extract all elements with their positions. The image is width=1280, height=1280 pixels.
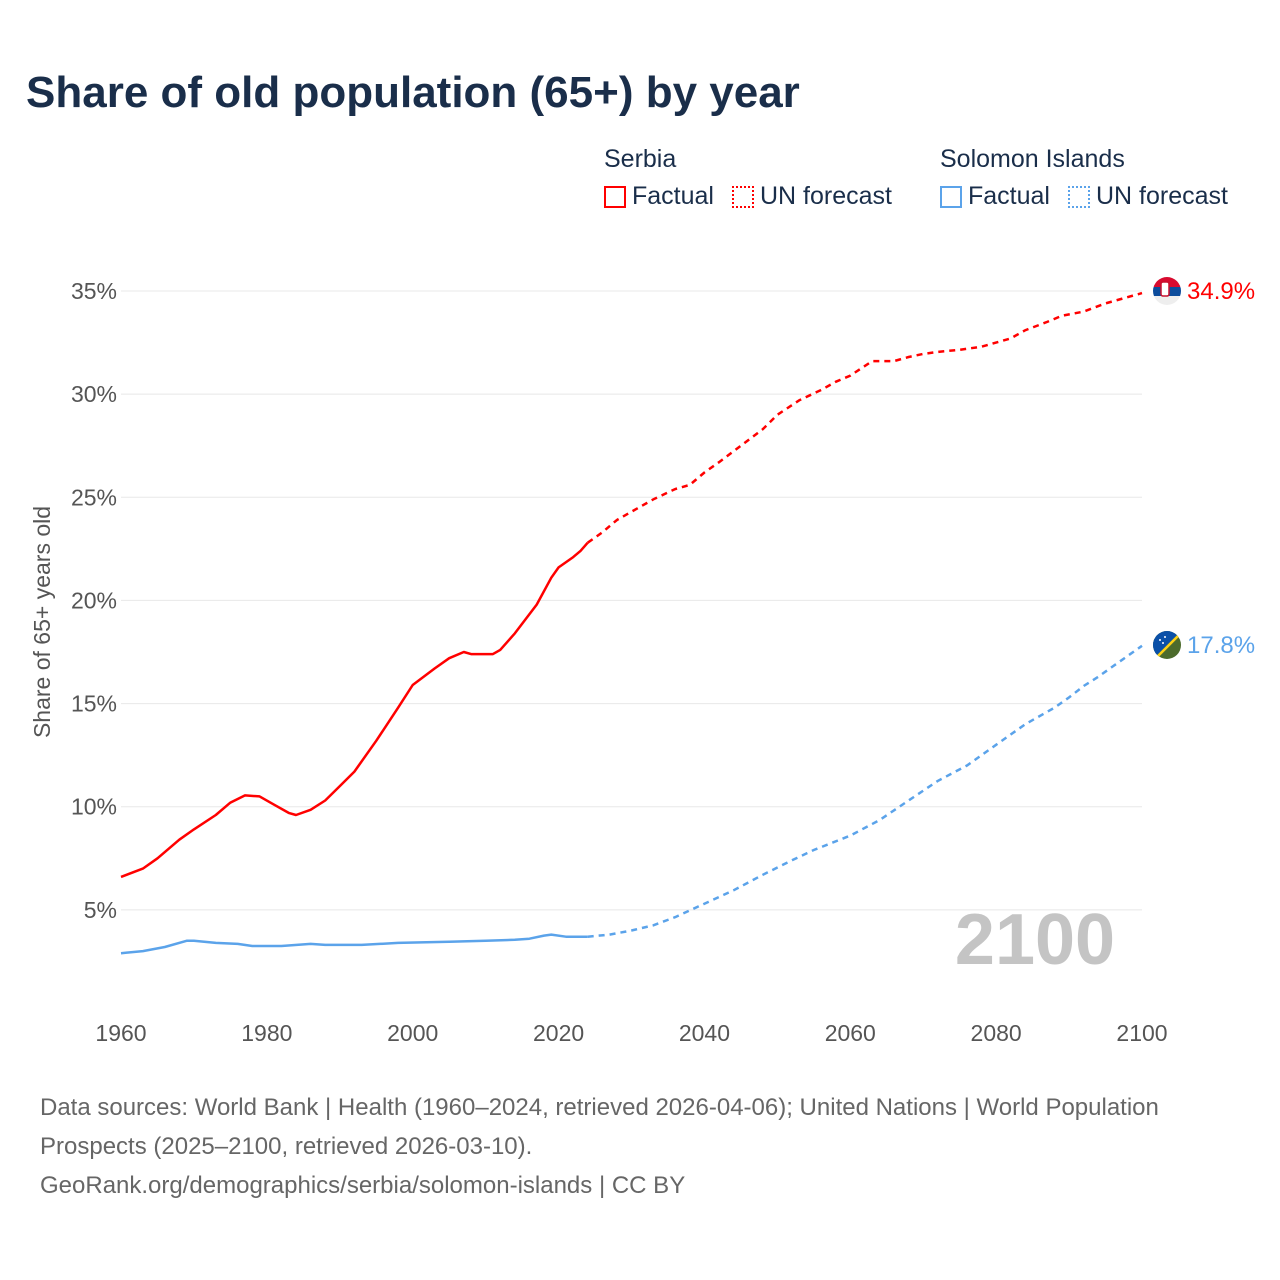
x-tick-label: 2020 bbox=[533, 1020, 584, 1046]
legend-solomon-factual[interactable]: Factual bbox=[940, 182, 1050, 211]
series-line-forecast-0 bbox=[586, 291, 1143, 544]
y-tick-label: 30% bbox=[71, 381, 117, 407]
y-tick-label: 35% bbox=[71, 278, 117, 304]
legend-label: UN forecast bbox=[1095, 182, 1228, 210]
y-tick-label: 15% bbox=[71, 691, 117, 717]
legend-label: Factual bbox=[632, 182, 714, 210]
y-tick-label: 25% bbox=[71, 484, 117, 510]
legend-swatch-dotted bbox=[731, 185, 754, 208]
solomon-islands-flag-icon bbox=[1153, 631, 1181, 659]
legend-serbia: Serbia Factual UN forecast bbox=[604, 145, 910, 211]
attribution-link[interactable]: GeoRank.org/demographics/serbia/solomon-… bbox=[40, 1172, 686, 1199]
x-tick-label: 2000 bbox=[387, 1020, 438, 1046]
legend-serbia-forecast[interactable]: UN forecast bbox=[731, 182, 892, 211]
x-tick-label: 1960 bbox=[95, 1020, 146, 1046]
series-line-factual-1 bbox=[120, 933, 588, 955]
solomon-end-label: 17.8% bbox=[1187, 632, 1255, 659]
chart-title: Share of old population (65+) by year bbox=[26, 68, 800, 117]
y-tick-label: 10% bbox=[71, 794, 117, 820]
x-tick-label: 1980 bbox=[241, 1020, 292, 1046]
series-line-factual-0 bbox=[120, 541, 589, 879]
serbia-end-label: 34.9% bbox=[1187, 278, 1255, 305]
x-tick-label: 2060 bbox=[825, 1020, 876, 1046]
legend-solomon-title: Solomon Islands bbox=[940, 145, 1125, 173]
source-text: Data sources: World Bank | Health (1960–… bbox=[40, 1094, 1159, 1160]
year-watermark: 2100 bbox=[955, 900, 1115, 980]
x-tick-label: 2100 bbox=[1116, 1020, 1167, 1046]
y-tick-label: 5% bbox=[84, 897, 117, 923]
legend-serbia-factual[interactable]: Factual bbox=[604, 182, 714, 211]
legend-swatch-solid bbox=[604, 185, 626, 208]
legend-label: UN forecast bbox=[759, 182, 892, 210]
data-source-note: Data sources: World Bank | Health (1960–… bbox=[40, 1088, 1190, 1205]
y-axis-label: Share of 65+ years old bbox=[29, 506, 55, 738]
legend-swatch-solid bbox=[940, 185, 962, 208]
serbia-flag-icon bbox=[1153, 277, 1181, 305]
y-tick-label: 20% bbox=[71, 587, 117, 613]
legend-serbia-title: Serbia bbox=[604, 145, 677, 173]
legend-solomon: Solomon Islands Factual UN forecast bbox=[940, 145, 1246, 211]
series-line-forecast-1 bbox=[587, 644, 1143, 938]
legend-swatch-dotted bbox=[1067, 185, 1090, 208]
legend-solomon-forecast[interactable]: UN forecast bbox=[1067, 182, 1228, 211]
x-tick-label: 2080 bbox=[971, 1020, 1022, 1046]
legend-label: Factual bbox=[968, 182, 1050, 210]
x-tick-label: 2040 bbox=[679, 1020, 730, 1046]
